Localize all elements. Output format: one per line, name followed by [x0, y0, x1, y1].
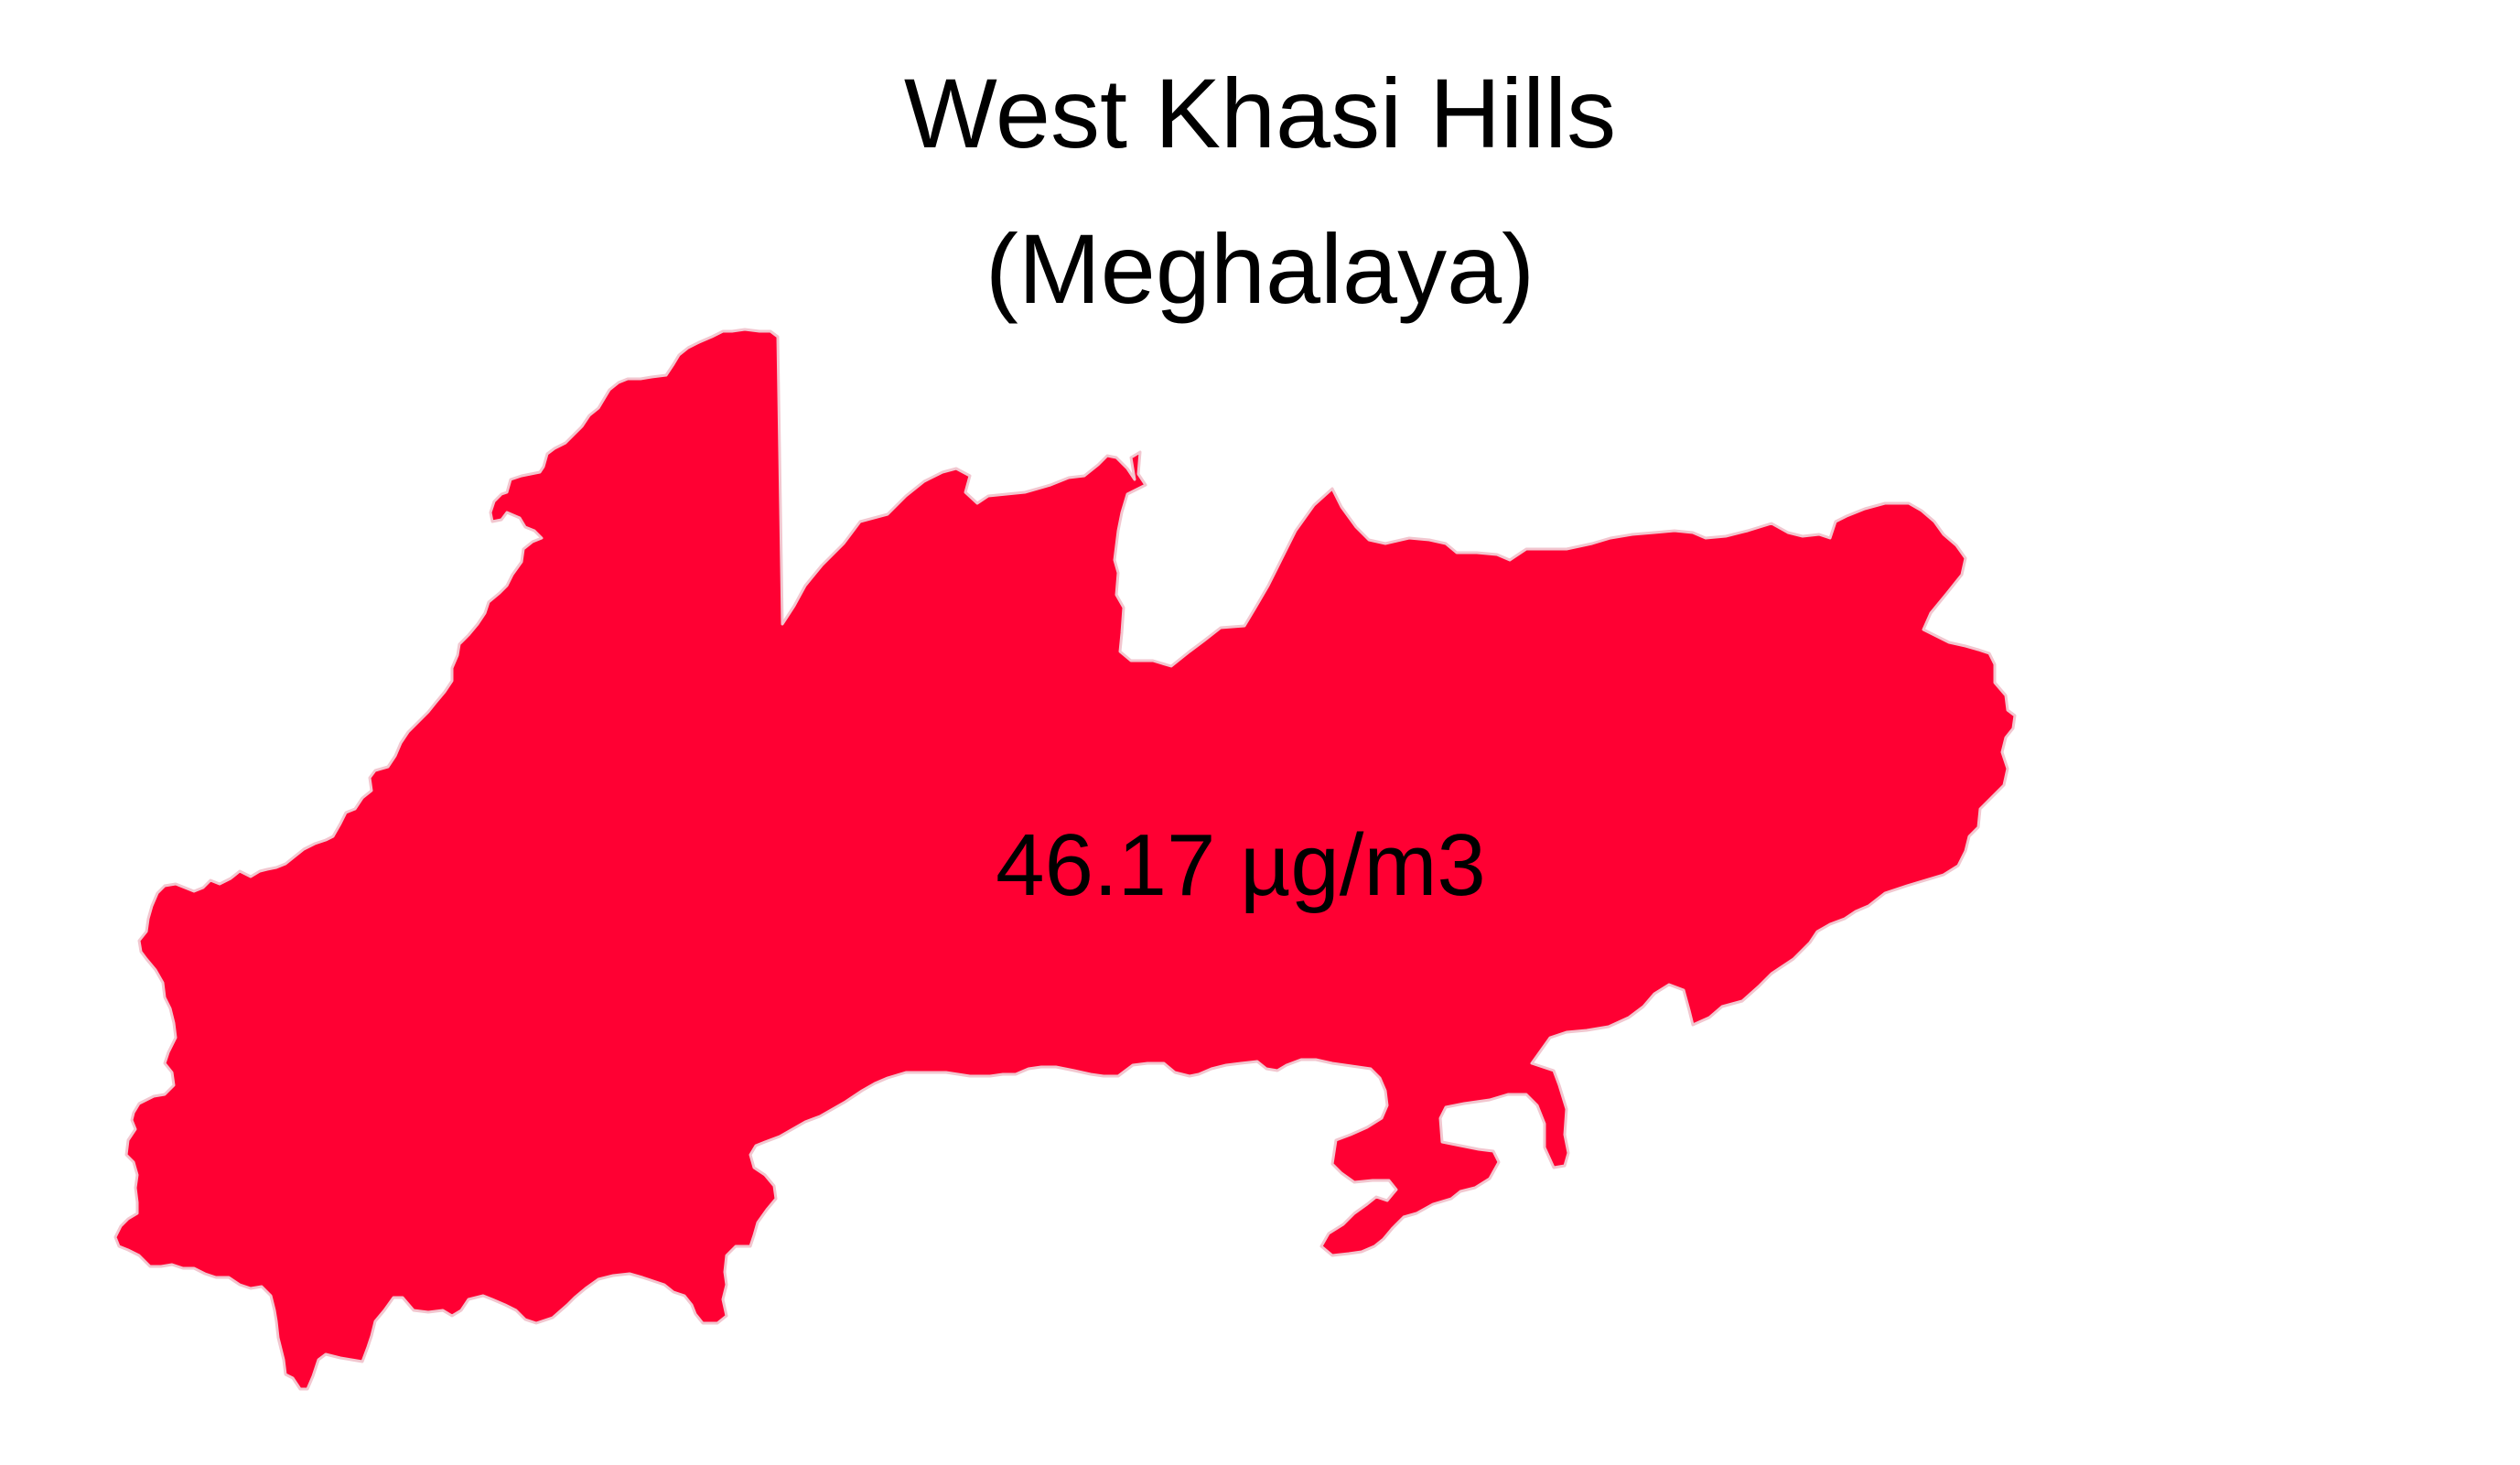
district-value-label: 46.17 µg/m3	[996, 816, 1486, 914]
map-title-line2: (Meghalaya)	[985, 213, 1535, 324]
map-title-line1: West Khasi Hills	[903, 58, 1617, 168]
district-shape-west-khasi-hills	[113, 328, 2017, 1391]
